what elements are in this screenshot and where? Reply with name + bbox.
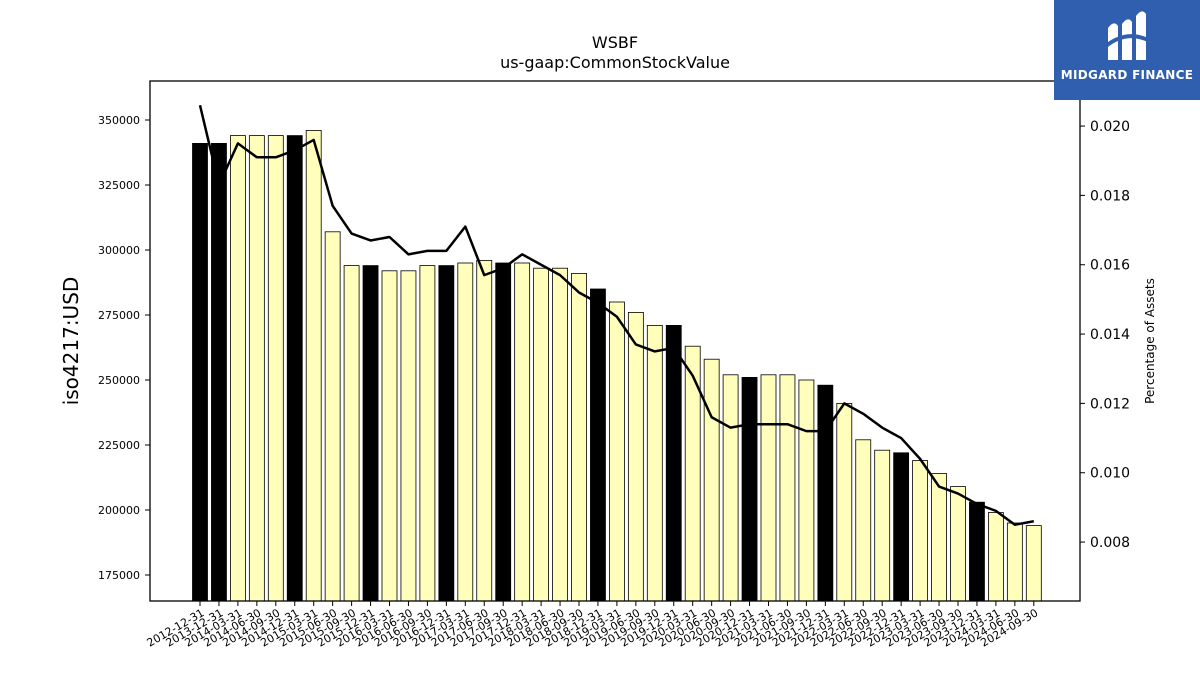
- y-tick-label: 325000: [98, 179, 140, 192]
- bar: [627, 311, 644, 602]
- bar: [665, 324, 682, 602]
- bar: [893, 452, 910, 602]
- y2-tick-label: 0.016: [1090, 258, 1130, 274]
- bar: [836, 402, 853, 602]
- y-tick-label: 175000: [98, 569, 140, 582]
- y2-tick-label: 0.020: [1090, 119, 1130, 135]
- y-tick-label: 300000: [98, 244, 140, 257]
- bar: [988, 512, 1004, 602]
- bar: [381, 270, 398, 602]
- bar: [912, 460, 928, 602]
- logo-text: MIDGARD FINANCE: [1060, 68, 1194, 82]
- bar: [571, 272, 587, 602]
- bar: [533, 267, 549, 602]
- y2-tick-label: 0.008: [1090, 535, 1130, 551]
- bar: [400, 270, 417, 602]
- y2-axis-label: Percentage of Assets: [1143, 278, 1157, 404]
- bar: [362, 265, 379, 602]
- y2-tick-label: 0.018: [1090, 188, 1130, 204]
- y-tick-label: 200000: [98, 504, 140, 517]
- bar: [590, 288, 606, 602]
- bar: [779, 374, 796, 602]
- bar: [760, 374, 777, 602]
- bar: [229, 135, 246, 602]
- bar: [286, 135, 303, 602]
- bar: [609, 301, 625, 602]
- bar: [267, 135, 284, 602]
- y2-tick-label: 0.010: [1090, 466, 1130, 482]
- percentage-line: [198, 104, 1035, 526]
- bar: [722, 374, 739, 602]
- bar: [476, 259, 493, 602]
- bar: [817, 384, 834, 602]
- bar: [798, 379, 815, 602]
- plot-frame: [149, 80, 1081, 602]
- bar: [552, 267, 568, 602]
- bar: [969, 501, 985, 602]
- y2-tick-label: 0.012: [1090, 396, 1130, 412]
- bar: [1006, 522, 1023, 602]
- y-tick-label: 225000: [98, 439, 140, 452]
- bar: [211, 142, 227, 602]
- y-tick-label: 250000: [98, 374, 140, 387]
- midgard-logo-icon: [1104, 11, 1149, 60]
- bar: [950, 486, 966, 602]
- chart-subtitle: us-gaap:CommonStockValue: [500, 53, 730, 72]
- y-tick-label: 350000: [98, 114, 140, 127]
- bar: [855, 439, 872, 602]
- bar: [514, 262, 531, 602]
- bar: [874, 449, 891, 602]
- bar: [741, 376, 758, 602]
- bar: [324, 231, 341, 602]
- bar: [495, 262, 512, 602]
- bar: [646, 324, 663, 602]
- bar: [1025, 525, 1042, 602]
- bar: [343, 265, 360, 602]
- y2-tick-label: 0.014: [1090, 327, 1130, 343]
- chart-title: WSBF: [592, 33, 638, 52]
- bar: [703, 358, 720, 602]
- midgard-finance-logo: MIDGARD FINANCE: [1054, 0, 1200, 100]
- bar: [457, 262, 474, 602]
- bar: [931, 473, 947, 602]
- y-axis-label: iso4217:USD: [59, 277, 83, 406]
- bar: [419, 265, 436, 602]
- y-tick-label: 275000: [98, 309, 140, 322]
- bar: [192, 142, 208, 602]
- bar: [305, 129, 322, 602]
- bar: [248, 135, 265, 602]
- bar: [438, 265, 455, 602]
